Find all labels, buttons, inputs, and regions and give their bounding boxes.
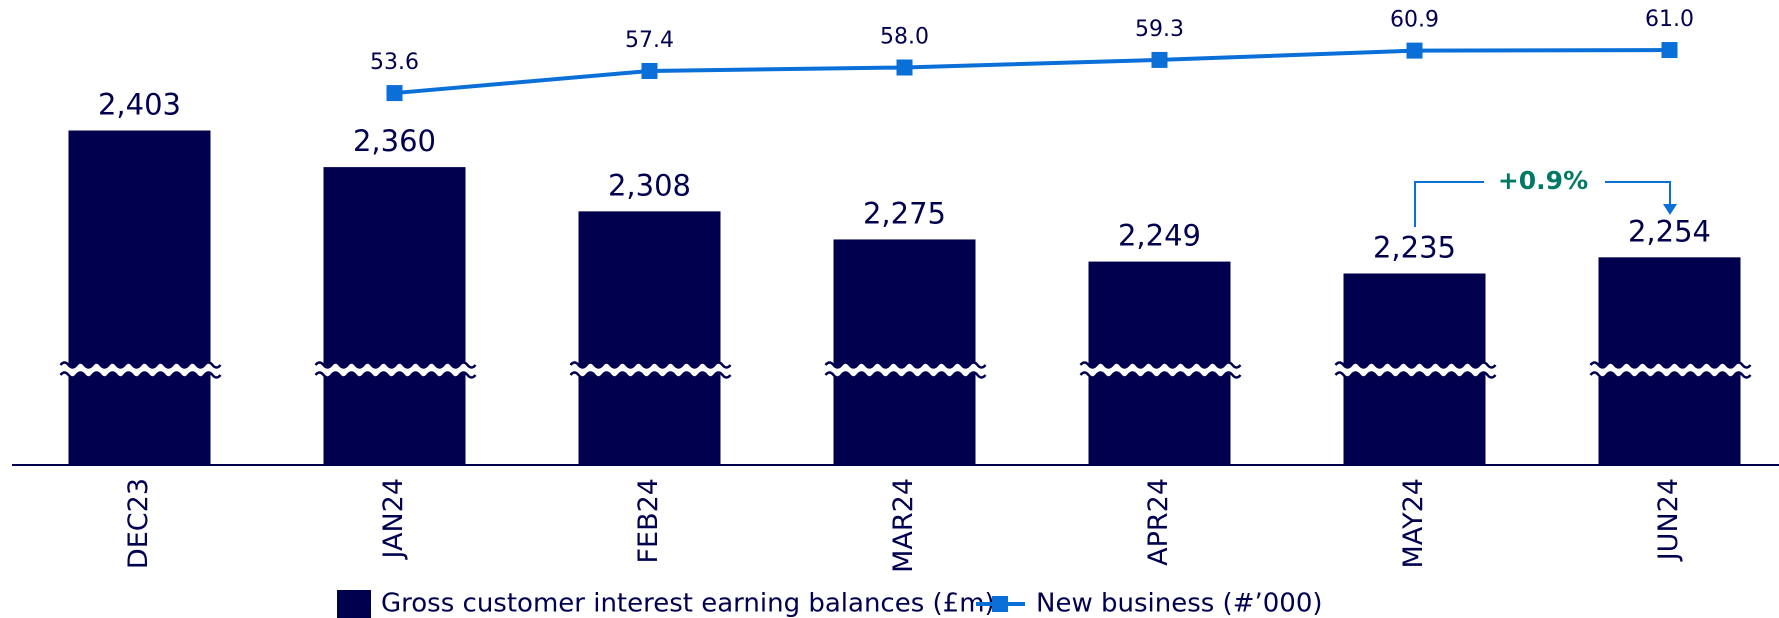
annotation-bracket — [1414, 181, 1671, 227]
line-marker — [386, 85, 403, 102]
axis-break-edge — [59, 361, 222, 369]
line-marker — [896, 59, 913, 76]
annotation-arrow — [1663, 204, 1677, 215]
annotation: +0.9% — [1498, 166, 1588, 195]
bar — [68, 130, 211, 465]
axis-break — [822, 363, 989, 377]
legend-label: Gross customer interest earning balances… — [381, 589, 995, 618]
axis-break — [57, 363, 224, 377]
axis-break — [312, 363, 479, 377]
value-label: 2,275 — [863, 196, 946, 230]
x-tick-label: DEC23 — [123, 478, 154, 569]
axis-break — [1332, 363, 1499, 377]
line-marker — [641, 62, 658, 79]
axis-break-edge — [1079, 361, 1242, 369]
value-label: 2,235 — [1373, 230, 1456, 264]
legend-label: New business (#’000) — [1036, 589, 1323, 618]
value-label: 2,254 — [1628, 214, 1711, 248]
value-label: 2,360 — [353, 124, 436, 158]
x-tick-label: MAY24 — [1398, 478, 1429, 569]
legend-swatch — [337, 590, 371, 618]
value-label: 53.6 — [370, 50, 419, 75]
x-tick-label: APR24 — [1143, 478, 1174, 566]
axis-break-edge — [1589, 371, 1752, 379]
line-marker — [1406, 42, 1423, 59]
line-marker — [1661, 42, 1678, 59]
bar — [833, 239, 976, 465]
axis-break — [1587, 363, 1754, 377]
value-label: 58.0 — [880, 24, 929, 49]
axis-break-edge — [59, 371, 222, 379]
legend-swatch — [992, 596, 1008, 612]
axis-break-edge — [569, 371, 732, 379]
line — [394, 48, 1670, 96]
axis-break-edge — [314, 371, 477, 379]
x-tick-label: JAN24 — [378, 478, 409, 561]
value-label: 2,403 — [98, 88, 181, 122]
value-label: 2,249 — [1118, 219, 1201, 253]
legend-item: New business (#’000) — [976, 589, 1323, 618]
axis-break-edge — [314, 361, 477, 369]
axis-break-edge — [1589, 361, 1752, 369]
axis-break-edge — [569, 361, 732, 369]
legend-item: Gross customer interest earning balances… — [337, 589, 995, 618]
axis-break-edge — [1334, 371, 1497, 379]
axis-break-edge — [1334, 361, 1497, 369]
bar — [323, 167, 466, 465]
x-tick-label: JUN24 — [1653, 478, 1684, 562]
value-label: 57.4 — [625, 28, 674, 53]
axis-break-edge — [1079, 371, 1242, 379]
bar — [578, 211, 721, 465]
x-tick-label: FEB24 — [633, 478, 664, 563]
axis-break-edge — [824, 371, 987, 379]
x-tick-label: MAR24 — [888, 478, 919, 573]
line-marker — [1151, 51, 1168, 68]
axis-break-edge — [824, 361, 987, 369]
axis-break — [1077, 363, 1244, 377]
value-label: 59.3 — [1135, 17, 1184, 42]
bar — [1598, 257, 1741, 465]
value-label: 60.9 — [1390, 8, 1439, 33]
value-label: 2,308 — [608, 168, 691, 202]
bar — [1088, 261, 1231, 465]
value-label: 61.0 — [1645, 7, 1694, 32]
axis-break — [567, 363, 734, 377]
